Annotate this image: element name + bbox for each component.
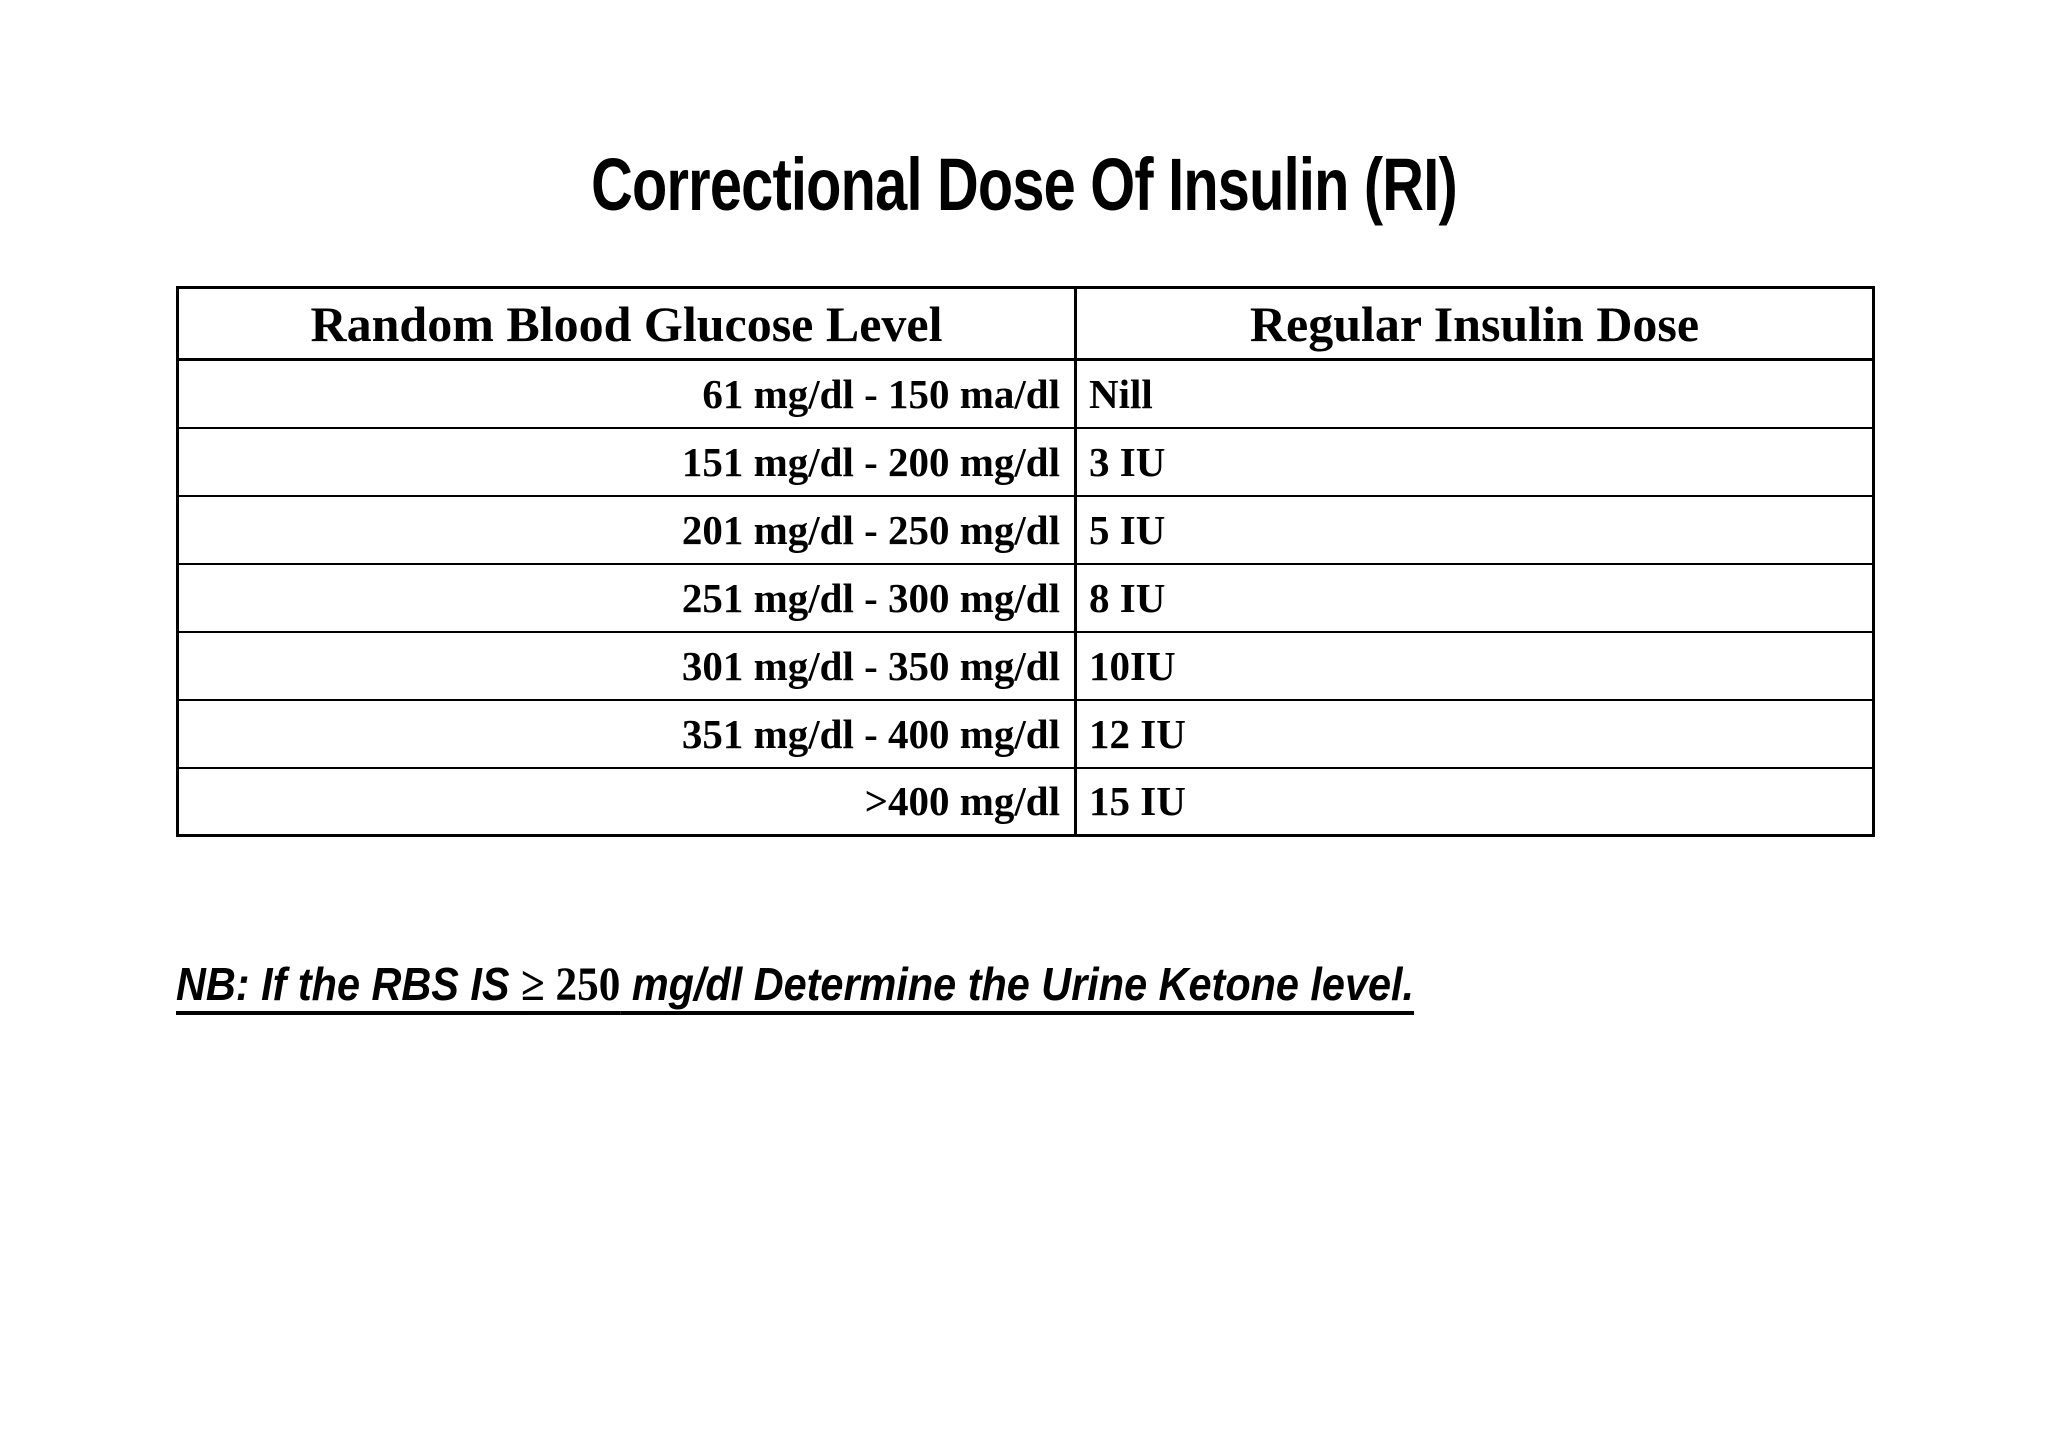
table-row: 251 mg/dl - 300 mg/dl 8 IU [177,562,1874,632]
table-row: 301 mg/dl - 350 mg/dl 10IU [177,630,1874,700]
dose-cell: 8 IU [1075,562,1874,632]
glucose-range-cell: 301 mg/dl - 350 mg/dl [177,630,1077,700]
footnote: NB: If the RBS IS ≥ 250 mg/dl Determine … [176,956,1414,1014]
table-row: 61 mg/dl - 150 ma/dl Nill [177,358,1874,428]
dose-cell: 12 IU [1075,698,1874,768]
table-row: 151 mg/dl - 200 mg/dl 3 IU [177,426,1874,496]
table-row: 351 mg/dl - 400 mg/dl 12 IU [177,698,1874,768]
footnote-prefix: NB: If the RBS IS [176,958,522,1010]
footnote-threshold: ≥ 250 [521,958,621,1011]
glucose-level-header: Random Blood Glucose Level [177,287,1077,361]
glucose-range-cell: 201 mg/dl - 250 mg/dl [177,494,1077,564]
table-row: >400 mg/dl 15 IU [177,766,1874,836]
dose-cell: 15 IU [1075,766,1874,836]
dose-cell: 5 IU [1075,494,1874,564]
dose-cell: 10IU [1075,630,1874,700]
glucose-range-cell: 251 mg/dl - 300 mg/dl [177,562,1077,632]
table-header-row: Random Blood Glucose Level Regular Insul… [177,287,1874,361]
insulin-dose-table: Random Blood Glucose Level Regular Insul… [176,286,1875,837]
table-row: 201 mg/dl - 250 mg/dl 5 IU [177,494,1874,564]
insulin-dose-header: Regular Insulin Dose [1075,287,1874,361]
page-title: Correctional Dose Of Insulin (RI) [591,142,1458,226]
dose-cell: 3 IU [1075,426,1874,496]
footnote-suffix: mg/dl Determine the Urine Ketone level. [620,958,1415,1010]
dose-cell: Nill [1075,358,1874,428]
glucose-range-cell: 151 mg/dl - 200 mg/dl [177,426,1077,496]
glucose-range-cell: 61 mg/dl - 150 ma/dl [177,358,1077,428]
glucose-range-cell: >400 mg/dl [177,766,1077,836]
glucose-range-cell: 351 mg/dl - 400 mg/dl [177,698,1077,768]
